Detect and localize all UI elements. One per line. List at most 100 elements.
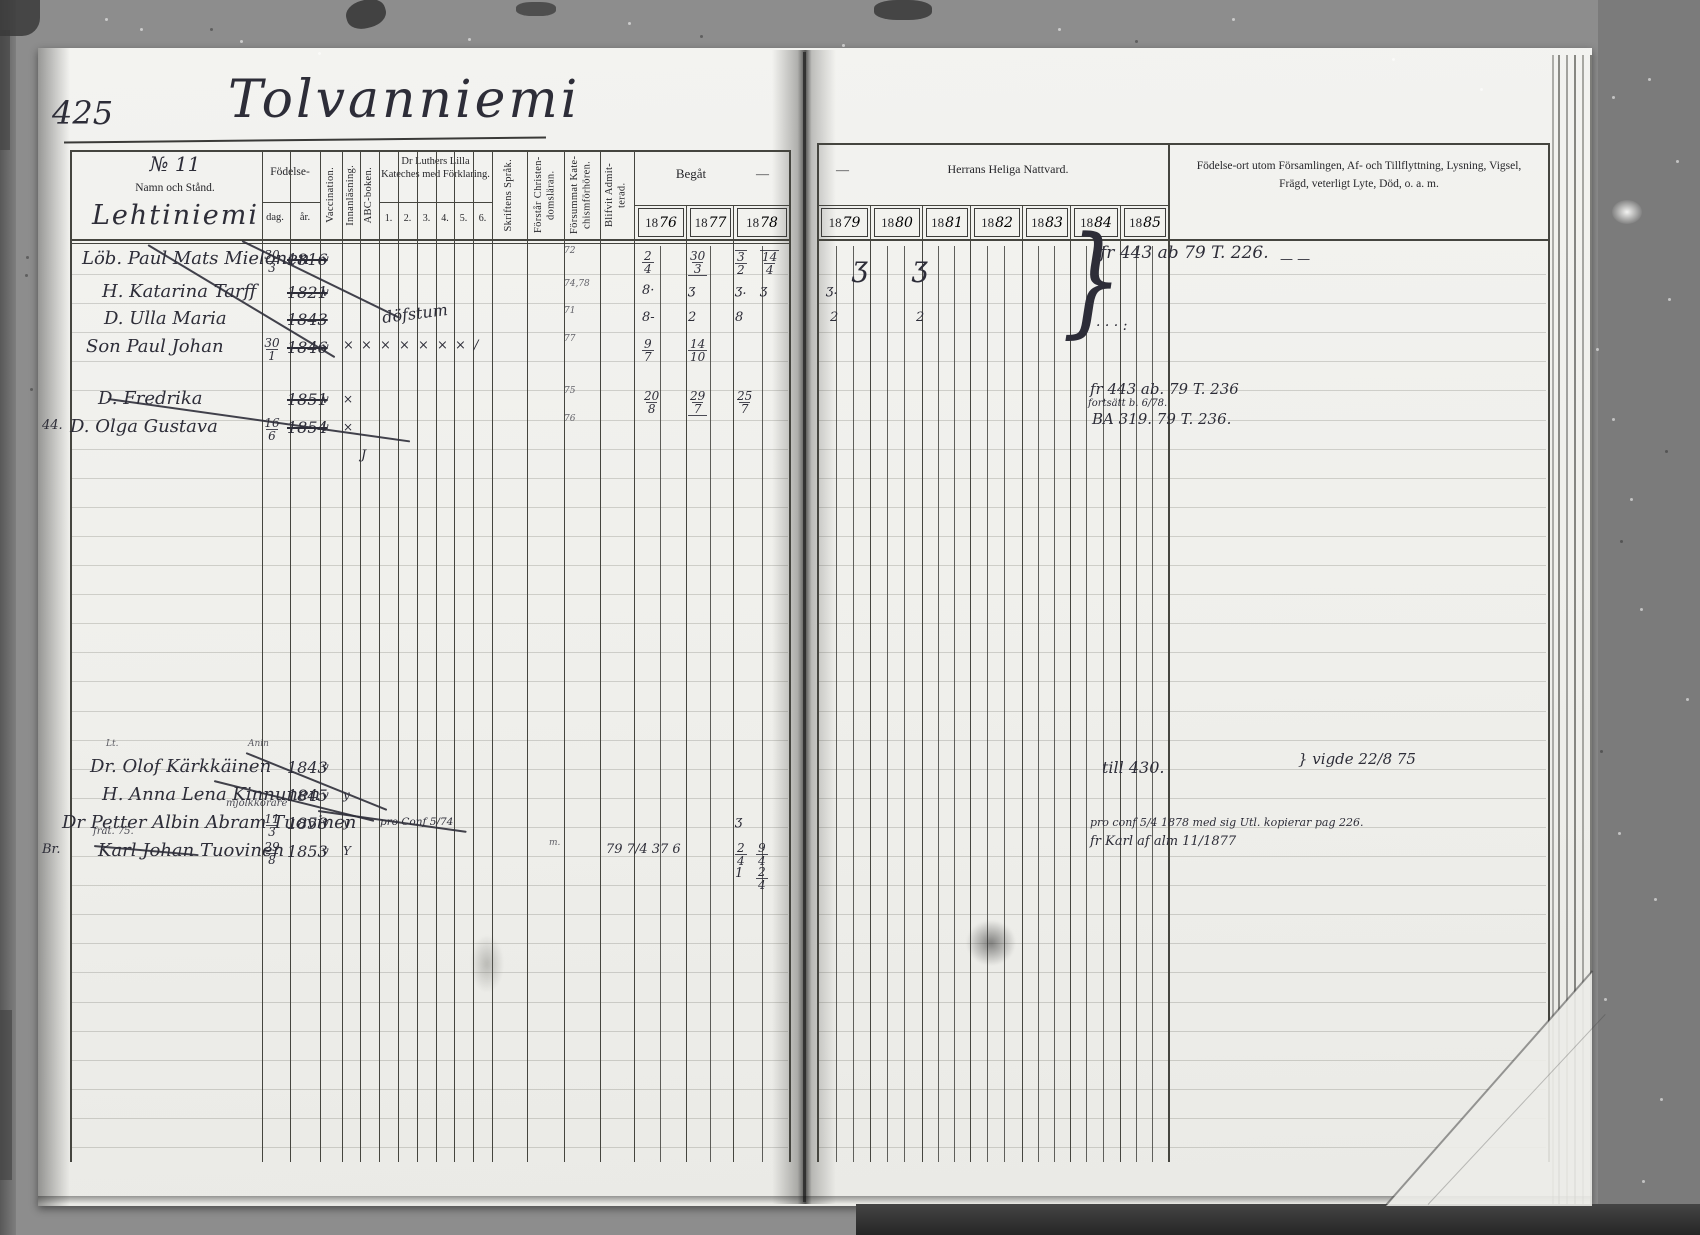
grid-line-horizontal [379,202,492,203]
grid-line-vertical [904,246,905,1162]
handwritten-mark: 8 [735,310,744,325]
annotation-note: fr 443 ab. 79 T. 236 [1090,380,1239,398]
handwritten-mark: Lt. [106,739,119,749]
ruled-line [72,885,788,887]
handwritten-mark: 8· [642,283,655,298]
grid-line-vertical [870,205,871,1162]
grid-line-vertical [922,205,923,1162]
ink-smudge [966,920,1016,966]
notes-column-header-line1: Födelse-ort utom Församlingen, Af- och T… [1196,160,1522,172]
ruled-line [819,768,1546,770]
communion-dash-left: — [756,166,769,181]
ruled-line [72,710,788,712]
entry-name: D. Ulla Maria [104,308,227,329]
reading-header: Innanläsning. [344,164,356,226]
entry-birth-year: 1816 [287,250,328,269]
top-artifact [343,0,389,33]
speckle [1600,750,1603,753]
reading-mark: y [343,816,350,830]
speckle [30,388,33,391]
ruled-line [72,1001,788,1003]
ruled-line [72,623,788,625]
grid-line-vertical [262,152,263,1162]
ruled-line [819,1059,1546,1061]
katekes-note: pro Conf 5/74 [380,816,454,828]
grid-line-horizontal [817,205,1168,206]
ruled-line [72,477,788,479]
handwritten-mark: 8- [642,310,655,325]
ruled-line [819,739,1546,741]
grid-line-vertical [634,152,635,1162]
grid-line-vertical [436,152,437,1162]
ruled-line [819,681,1546,683]
grid-line-vertical [954,246,955,1162]
ruled-line [72,594,788,596]
ruled-line [72,390,788,392]
ink-smudge [470,935,504,993]
reading-mark: × [343,392,354,406]
year-box: 18 76 [638,208,684,237]
grid-line-vertical [454,152,455,1162]
grid-line-vertical [492,152,493,1162]
grid-line-vertical [887,246,888,1162]
page-title: Tolvanniemi [228,70,581,130]
ruled-line [72,681,788,683]
vaccination-mark: v [322,760,329,774]
ruled-line [819,594,1546,596]
speckle [318,52,321,55]
page-left-edge-shadow [38,48,70,1206]
grid-line-vertical [290,152,291,1162]
speckle [468,38,471,41]
ruled-line [72,565,788,566]
handwritten-mark: 74,78 [564,279,590,289]
grid-line-vertical [473,152,474,1162]
name-column-label: Namn och Stånd. [135,182,215,194]
ruled-line [819,565,1546,566]
page-bottom-shadow [38,1196,1592,1204]
catechism-col-2: 2. [403,213,412,224]
page-edge-stack-line [1574,55,1576,1205]
year-box: 18 79 [821,208,868,237]
handwritten-mark: 30 3 [688,249,708,276]
understands-doctrine-header: Förstår Christen- domsläran. [532,156,557,234]
scan-edge-left [0,0,16,1235]
year-box: 18 77 [690,208,731,237]
ruled-line [819,535,1546,537]
grid-line-vertical [762,246,763,1162]
speckle [1686,698,1689,701]
ruled-line [72,1117,788,1119]
scan-background-right [1598,0,1700,1235]
ruled-line [72,856,788,857]
annotation-note: } [1062,210,1124,350]
entry-name: Löb. Paul Mats Mielonen [82,248,310,269]
year-label-prefix: 18 [645,214,659,230]
entry-birth-year: 1846 [287,338,328,357]
handwritten-mark: 20 8 [644,389,660,416]
speckle [26,256,29,259]
speckle [842,44,845,47]
handwritten-mark: ʒ [852,250,868,283]
vaccination-mark: v [322,816,329,830]
birth-day-header: dag. [266,212,284,223]
ruled-line [72,419,788,421]
entry-birth-year: 1858 [287,814,328,833]
handwritten-mark: Anin [248,739,269,749]
year-label-suffix: 85 [1143,214,1161,231]
ruled-line [819,652,1546,654]
speckle [1135,40,1138,43]
speckle [628,22,631,25]
grid-line-vertical [1004,246,1005,1162]
handwritten-mark: 72 [564,246,576,256]
grid-line-vertical [789,150,791,1162]
speckle [1612,96,1615,99]
grid-line-vertical [70,150,72,1162]
year-box: 18 81 [926,208,968,237]
ruled-line [819,797,1546,799]
grid-line-vertical [1136,246,1137,1162]
vaccination-mark: v [322,340,329,354]
scan-edge-left-dark [0,30,10,150]
speckle [1668,298,1671,301]
ruled-line [819,419,1546,421]
